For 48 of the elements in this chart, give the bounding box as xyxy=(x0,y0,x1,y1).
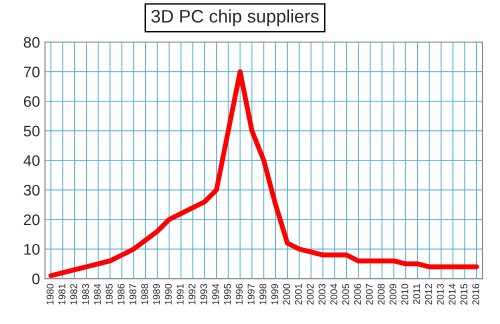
x-tick-label: 1996 xyxy=(236,284,243,304)
line-series xyxy=(48,69,480,278)
x-tick-label: 1981 xyxy=(58,284,66,304)
x-tick-label: 2008 xyxy=(378,284,385,305)
y-tick-label: 0 xyxy=(32,274,40,284)
x-tick-label: 1997 xyxy=(248,284,255,304)
x-tick-label: 2003 xyxy=(318,284,326,305)
x-tick-label: 2014 xyxy=(448,284,456,305)
x-tick-label: 2000 xyxy=(283,284,290,305)
y-tick-label: 20 xyxy=(24,214,40,226)
x-tick-label: 2002 xyxy=(306,284,314,305)
x-tick-label: 1987 xyxy=(129,284,136,304)
x-tick-label: 1993 xyxy=(200,284,208,304)
x-tick-label: 1986 xyxy=(118,284,124,304)
x-tick-label: 1999 xyxy=(271,284,278,304)
y-tick-label: 50 xyxy=(24,126,40,136)
y-tick-label: 10 xyxy=(24,244,40,255)
chart-title: 3D PC chip suppliers xyxy=(151,9,319,26)
x-tick-label: 2016 xyxy=(472,284,480,305)
x-tick-label: 1992 xyxy=(188,284,196,304)
x-tick-label: 2013 xyxy=(436,284,444,305)
x-tick-label: 1980 xyxy=(46,284,54,304)
x-tick-label: 2006 xyxy=(354,284,361,305)
x-tick-label: 2007 xyxy=(366,284,373,305)
x-tick-label: 1998 xyxy=(259,284,266,304)
y-tick-label: 30 xyxy=(24,184,40,196)
y-tick-label: 70 xyxy=(24,66,40,78)
x-tick-label: 1991 xyxy=(176,284,184,304)
x-tick-label: 2012 xyxy=(425,284,432,305)
x-tick-label: 2009 xyxy=(390,284,396,305)
x-tick-label: 2001 xyxy=(294,284,302,305)
x-tick-label: 1990 xyxy=(164,284,172,304)
y-tick-label: 40 xyxy=(24,155,40,166)
x-tick-label: 1982 xyxy=(70,284,78,304)
x-tick-label: 2015 xyxy=(460,284,468,305)
x-tick-label: 1994 xyxy=(212,284,220,304)
y-tick-label: 80 xyxy=(24,36,40,48)
x-tick-label: 1988 xyxy=(141,284,148,304)
x-tick-label: 1984 xyxy=(94,284,101,304)
x-tick-label: 2005 xyxy=(342,284,350,305)
y-tick-label: 60 xyxy=(24,96,40,107)
x-tick-label: 2010 xyxy=(401,284,408,305)
x-tick-label: 1985 xyxy=(106,284,113,304)
x-tick-label: 2011 xyxy=(413,284,420,304)
x-tick-label: 2004 xyxy=(330,284,338,305)
x-tick-label: 1989 xyxy=(153,284,160,304)
x-tick-label: 1983 xyxy=(82,284,89,304)
x-tick-label: 1995 xyxy=(224,284,231,304)
